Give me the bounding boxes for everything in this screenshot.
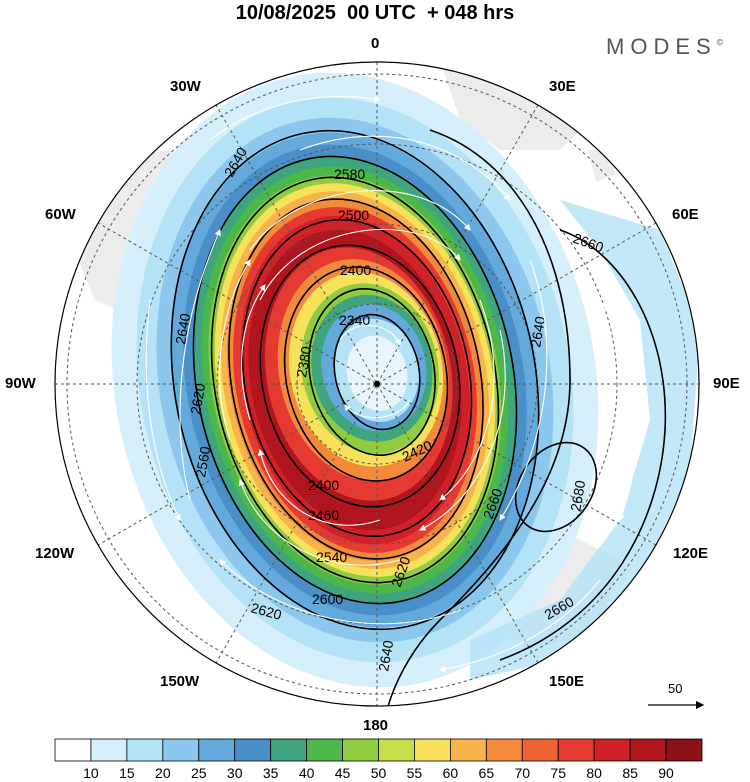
colorbar-swatch [54, 738, 92, 762]
contour-label-2380: 2380 [293, 345, 314, 379]
colorbar-label: 80 [586, 765, 602, 781]
colorbar-swatch [162, 738, 200, 762]
map-border [54, 61, 700, 707]
colorbar-label: 55 [407, 765, 423, 781]
lon-label-180: 180 [363, 717, 389, 734]
colorbar-swatch [629, 738, 667, 762]
lon-label-150w: 150W [160, 673, 200, 690]
colorbar-swatch [90, 738, 128, 762]
colorbar-label: 10 [83, 765, 99, 781]
colorbar-swatch [378, 738, 415, 762]
lon-label-150e: 150E [549, 673, 585, 690]
colorbar-label: 85 [622, 765, 638, 781]
colorbar-label: 75 [550, 765, 566, 781]
colorbar-swatch [414, 738, 451, 762]
colorbar-swatch [521, 738, 559, 762]
reference-vector-label: 50 [668, 681, 682, 696]
colorbar-label: 25 [191, 765, 207, 781]
lon-label-30w: 30W [170, 78, 201, 95]
lon-label-60e: 60E [672, 206, 699, 223]
height-contours [170, 129, 667, 706]
colorbar-swatch [198, 738, 236, 762]
contour-label-2620-w: 2620 [187, 382, 208, 416]
colorbar-label: 90 [658, 765, 674, 781]
colorbar-swatch [557, 738, 595, 762]
lon-label-90w: 90W [5, 375, 36, 392]
colorbar: 10 15 20 25 30 35 40 45 50 55 60 65 70 75 80 85 90 [54, 738, 703, 781]
colorbar-swatch [234, 738, 272, 762]
contour-label-2340: 2340 [339, 312, 370, 328]
wind-streamlines [145, 95, 638, 673]
east-shading [470, 200, 699, 680]
colorbar-label: 30 [227, 765, 243, 781]
colorbar-swatch [593, 738, 631, 762]
copyright-mark: © [716, 37, 724, 48]
colorbar-label: 35 [263, 765, 279, 781]
colorbar-swatch [449, 738, 487, 762]
contour-label-2460: 2460 [308, 507, 339, 523]
lon-label-90e: 90E [713, 375, 740, 392]
colorbar-swatch [126, 738, 164, 762]
contour-label-2580: 2580 [334, 166, 365, 182]
contour-label-2640-s: 2640 [375, 639, 396, 673]
lon-label-30e: 30E [549, 78, 576, 95]
contour-label-2640-w: 2640 [172, 312, 193, 346]
colorbar-label: 20 [155, 765, 171, 781]
south-pole-marker [374, 381, 380, 387]
colorbar-swatch [306, 738, 343, 762]
contour-label-2600: 2600 [312, 591, 343, 607]
lon-label-120w: 120W [35, 545, 75, 562]
colorbar-label: 45 [335, 765, 351, 781]
contour-label-2620-s: 2620 [249, 599, 283, 623]
contour-label-2400-s: 2400 [308, 477, 339, 493]
contour-label-2560: 2560 [192, 445, 213, 479]
colorbar-label: 70 [514, 765, 530, 781]
brand-logo: MODES© [606, 34, 723, 60]
lon-label-120e: 120E [673, 545, 709, 562]
chart-title: 10/08/2025 00 UTC + 048 hrs [235, 2, 515, 24]
colorbar-swatch [485, 738, 523, 762]
contour-label-2640-e: 2640 [527, 315, 548, 349]
colorbar-swatch [342, 738, 379, 762]
colorbar-label: 60 [443, 765, 459, 781]
brand-text: MODES [606, 34, 717, 59]
colorbar-label: 50 [371, 765, 387, 781]
colorbar-swatch [270, 738, 308, 762]
colorbar-swatch [665, 738, 703, 762]
lon-label-60w: 60W [45, 206, 76, 223]
colorbar-label: 65 [479, 765, 495, 781]
lon-label-0: 0 [371, 35, 380, 52]
colorbar-label: 15 [119, 765, 135, 781]
colorbar-label: 40 [299, 765, 315, 781]
contour-label-2500: 2500 [338, 207, 369, 223]
contour-label-2680: 2680 [567, 479, 588, 513]
contour-label-2400: 2400 [340, 262, 371, 278]
contour-label-2540: 2540 [316, 549, 347, 565]
